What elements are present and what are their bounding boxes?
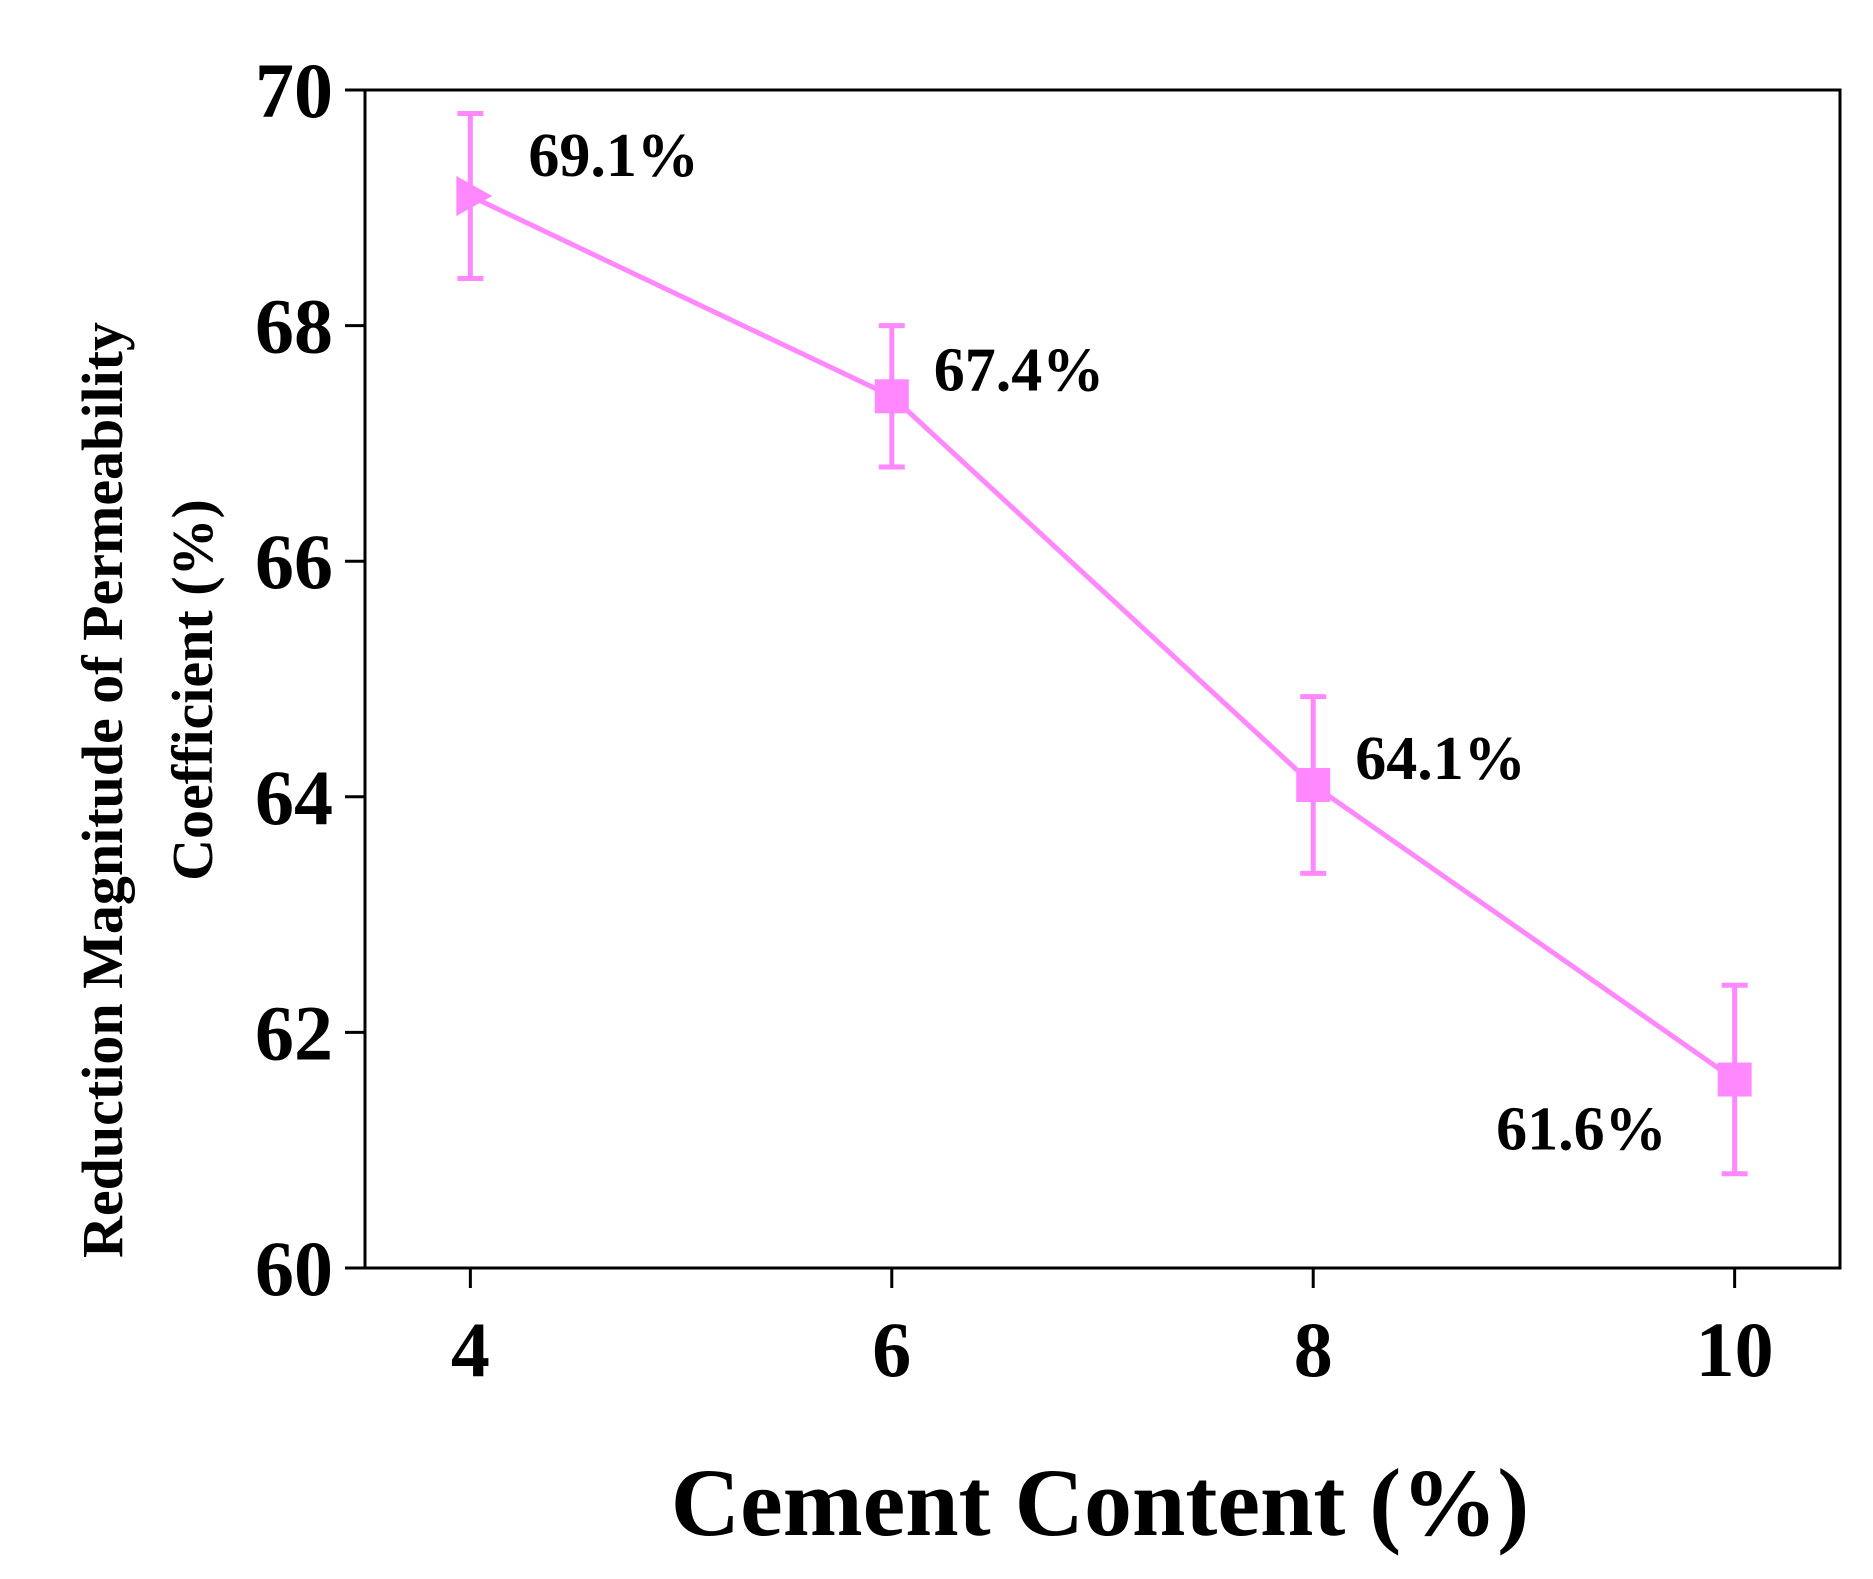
plot-frame	[363, 88, 1842, 1270]
x-tick-label: 4	[451, 1306, 490, 1393]
y-axis-title: Reduction Magnitude of Permeability Coef…	[70, 322, 225, 1258]
y-tick-label: 70	[255, 47, 333, 134]
y-axis-title-line2: Coefficient (%)	[160, 499, 225, 881]
x-tick-label: 6	[872, 1306, 911, 1393]
y-axis-title-line1: Reduction Magnitude of Permeability	[70, 322, 135, 1258]
y-tick-label: 66	[255, 518, 333, 605]
y-tick-label: 68	[255, 283, 333, 370]
data-point-marker	[456, 176, 493, 217]
x-tick-label: 10	[1696, 1306, 1774, 1393]
y-tick-label: 64	[255, 754, 333, 841]
series-line	[469, 193, 1737, 1082]
x-axis-title: Cement Content (%)	[671, 1449, 1529, 1556]
data-point-marker	[874, 379, 909, 414]
x-tick-label: 8	[1294, 1306, 1333, 1393]
data-label: 69.1%	[528, 122, 699, 190]
data-point-marker	[1296, 768, 1331, 803]
data-label: 64.1%	[1355, 725, 1526, 793]
data-point-marker	[1717, 1062, 1752, 1097]
y-tick-label: 60	[255, 1225, 333, 1312]
data-label: 61.6%	[1496, 1096, 1667, 1164]
y-tick-label: 62	[255, 989, 333, 1076]
data-label: 67.4%	[934, 336, 1104, 404]
